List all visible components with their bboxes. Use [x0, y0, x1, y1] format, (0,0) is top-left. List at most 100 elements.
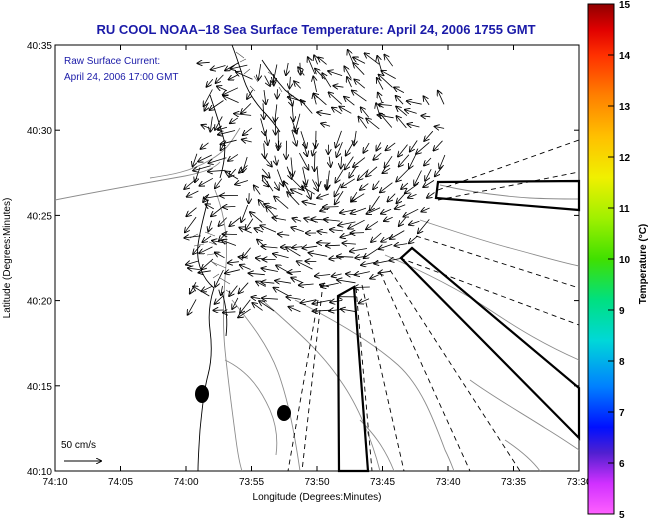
x-axis: 74:10 74:05 74:00 73:55 73:50 73:45 73:40 73:35…: [42, 45, 592, 488]
current-vector: [188, 299, 197, 314]
current-vector: [396, 168, 409, 182]
current-vector: [438, 91, 445, 105]
current-vector: [210, 100, 224, 111]
current-vector: [398, 144, 408, 157]
current-vector: [338, 222, 356, 226]
current-vector: [347, 77, 352, 88]
current-vector: [378, 93, 382, 103]
current-vector: [351, 207, 367, 214]
current-vector: [186, 207, 197, 217]
current-vector: [241, 204, 249, 222]
current-vector: [286, 166, 292, 179]
current-vector-field: [184, 50, 446, 317]
current-vector: [264, 75, 270, 86]
current-vector: [321, 123, 331, 126]
current-vector: [341, 156, 342, 169]
current-vector: [424, 157, 432, 166]
current-vector: [381, 208, 392, 213]
current-vector: [208, 157, 227, 164]
current-vector: [330, 230, 343, 231]
y-axis-label: Latitude (Degrees:Minutes): [2, 198, 13, 319]
current-vector: [202, 125, 211, 128]
current-vector: [211, 206, 223, 216]
current-vector: [355, 272, 370, 275]
current-vector: [259, 301, 275, 312]
current-vector: [229, 217, 240, 226]
current-vector: [423, 180, 435, 187]
current-vector: [262, 246, 278, 248]
current-vector: [390, 230, 405, 239]
current-vector: [246, 218, 254, 230]
current-vector: [399, 217, 407, 226]
current-vector: [409, 221, 420, 225]
current-vector: [396, 96, 404, 105]
current-vector: [346, 139, 356, 155]
current-vector: [193, 153, 198, 167]
current-vector: [262, 268, 278, 271]
current-vector: [219, 217, 227, 226]
current-vector: [352, 91, 367, 102]
colorbar-tick-label: 14: [619, 51, 631, 62]
current-vector: [292, 247, 303, 248]
colorbar-tick-label: 6: [619, 459, 625, 470]
x-tick-label: 73:40: [435, 477, 460, 488]
current-vector: [341, 309, 357, 312]
current-vector: [252, 303, 263, 311]
current-vector: [260, 153, 272, 167]
current-vector: [290, 76, 291, 88]
current-vector: [291, 129, 297, 146]
current-vector: [351, 193, 365, 202]
current-vector: [240, 265, 251, 270]
current-vector: [223, 87, 239, 95]
current-vector: [439, 154, 446, 168]
colorbar-tick-label: 12: [619, 153, 631, 164]
current-vector: [435, 166, 443, 177]
current-vector: [260, 118, 266, 136]
x-tick-label: 74:10: [42, 477, 67, 488]
current-vector: [300, 131, 306, 148]
current-vector: [239, 228, 252, 234]
current-vector: [230, 117, 239, 123]
current-vector: [373, 180, 380, 190]
current-vector: [385, 155, 393, 167]
current-vector: [354, 287, 370, 288]
current-vector: [223, 96, 239, 103]
current-vector: [345, 156, 354, 170]
station-marker-2: [277, 405, 291, 421]
current-vector: [359, 117, 368, 129]
current-vector: [206, 204, 214, 209]
current-vector: [384, 217, 393, 221]
current-vector: [337, 280, 356, 283]
colorbar-tick-label: 9: [619, 306, 625, 317]
current-vector: [254, 186, 261, 195]
current-vector: [228, 262, 239, 263]
current-vector: [207, 79, 214, 86]
current-vector: [225, 270, 240, 274]
current-vector: [211, 65, 226, 70]
current-vector: [232, 297, 239, 309]
current-vector: [274, 181, 279, 190]
current-vector: [405, 110, 417, 114]
current-vector: [317, 194, 329, 198]
current-vector: [238, 308, 251, 317]
colorbar-tick-label: 11: [619, 204, 630, 215]
current-vector: [329, 92, 343, 105]
current-vector: [351, 233, 365, 234]
current-vector: [263, 176, 274, 192]
y-tick-label: 40:10: [27, 467, 52, 478]
current-vector: [216, 74, 224, 83]
current-vector: [236, 72, 253, 80]
current-vector: [274, 197, 289, 209]
current-vector: [424, 96, 430, 106]
current-vector: [353, 63, 365, 75]
current-vector: [239, 165, 248, 172]
current-vector: [434, 140, 443, 151]
current-vector: [386, 142, 396, 150]
current-vector: [198, 154, 212, 162]
current-vector: [317, 112, 331, 114]
current-vector: [204, 196, 222, 199]
current-vector: [383, 168, 391, 173]
current-vector: [234, 114, 252, 116]
current-vector: [332, 274, 342, 277]
current-vector: [314, 94, 327, 106]
